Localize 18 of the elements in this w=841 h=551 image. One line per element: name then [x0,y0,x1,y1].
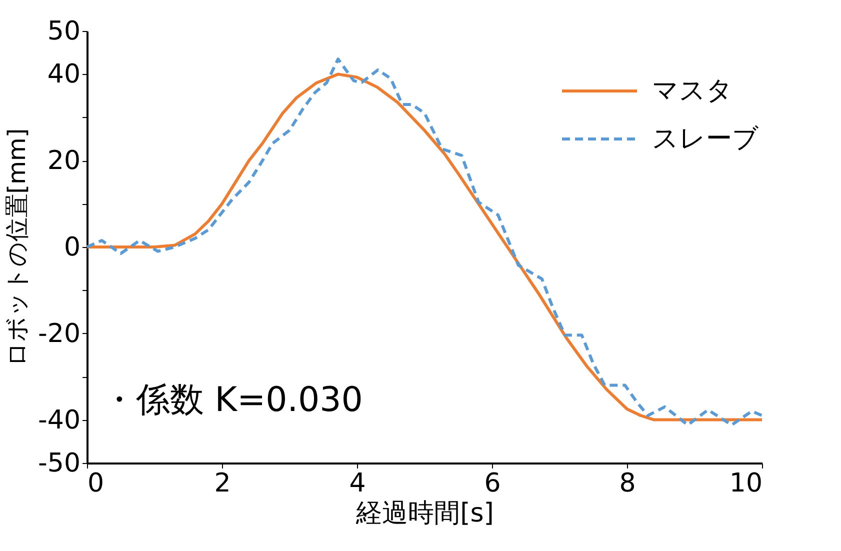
y-tick-label: 50 [47,16,80,46]
y-axis-title: ロボットの位置[mm] [3,128,32,367]
x-tick-label: 4 [349,468,366,498]
y-tick-label: -50 [38,448,80,478]
y-tick-label: -20 [38,318,80,349]
x-tick-label: 10 [729,468,762,498]
y-tick-label: 20 [47,146,80,176]
x-tick-label: 2 [214,468,231,498]
y-tick-label: -40 [38,405,80,436]
legend-label: マスタ [652,76,733,106]
y-tick-label: 40 [47,60,80,90]
x-axis-title: 経過時間[s] [355,498,494,528]
x-tick-label: 6 [484,468,501,498]
y-tick-label: 0 [64,232,80,262]
annotation: ・係数 K=0.030 [102,380,363,420]
legend-label: スレーブ [652,124,759,154]
x-tick-label: 0 [88,468,104,498]
x-tick-label: 8 [619,468,636,498]
